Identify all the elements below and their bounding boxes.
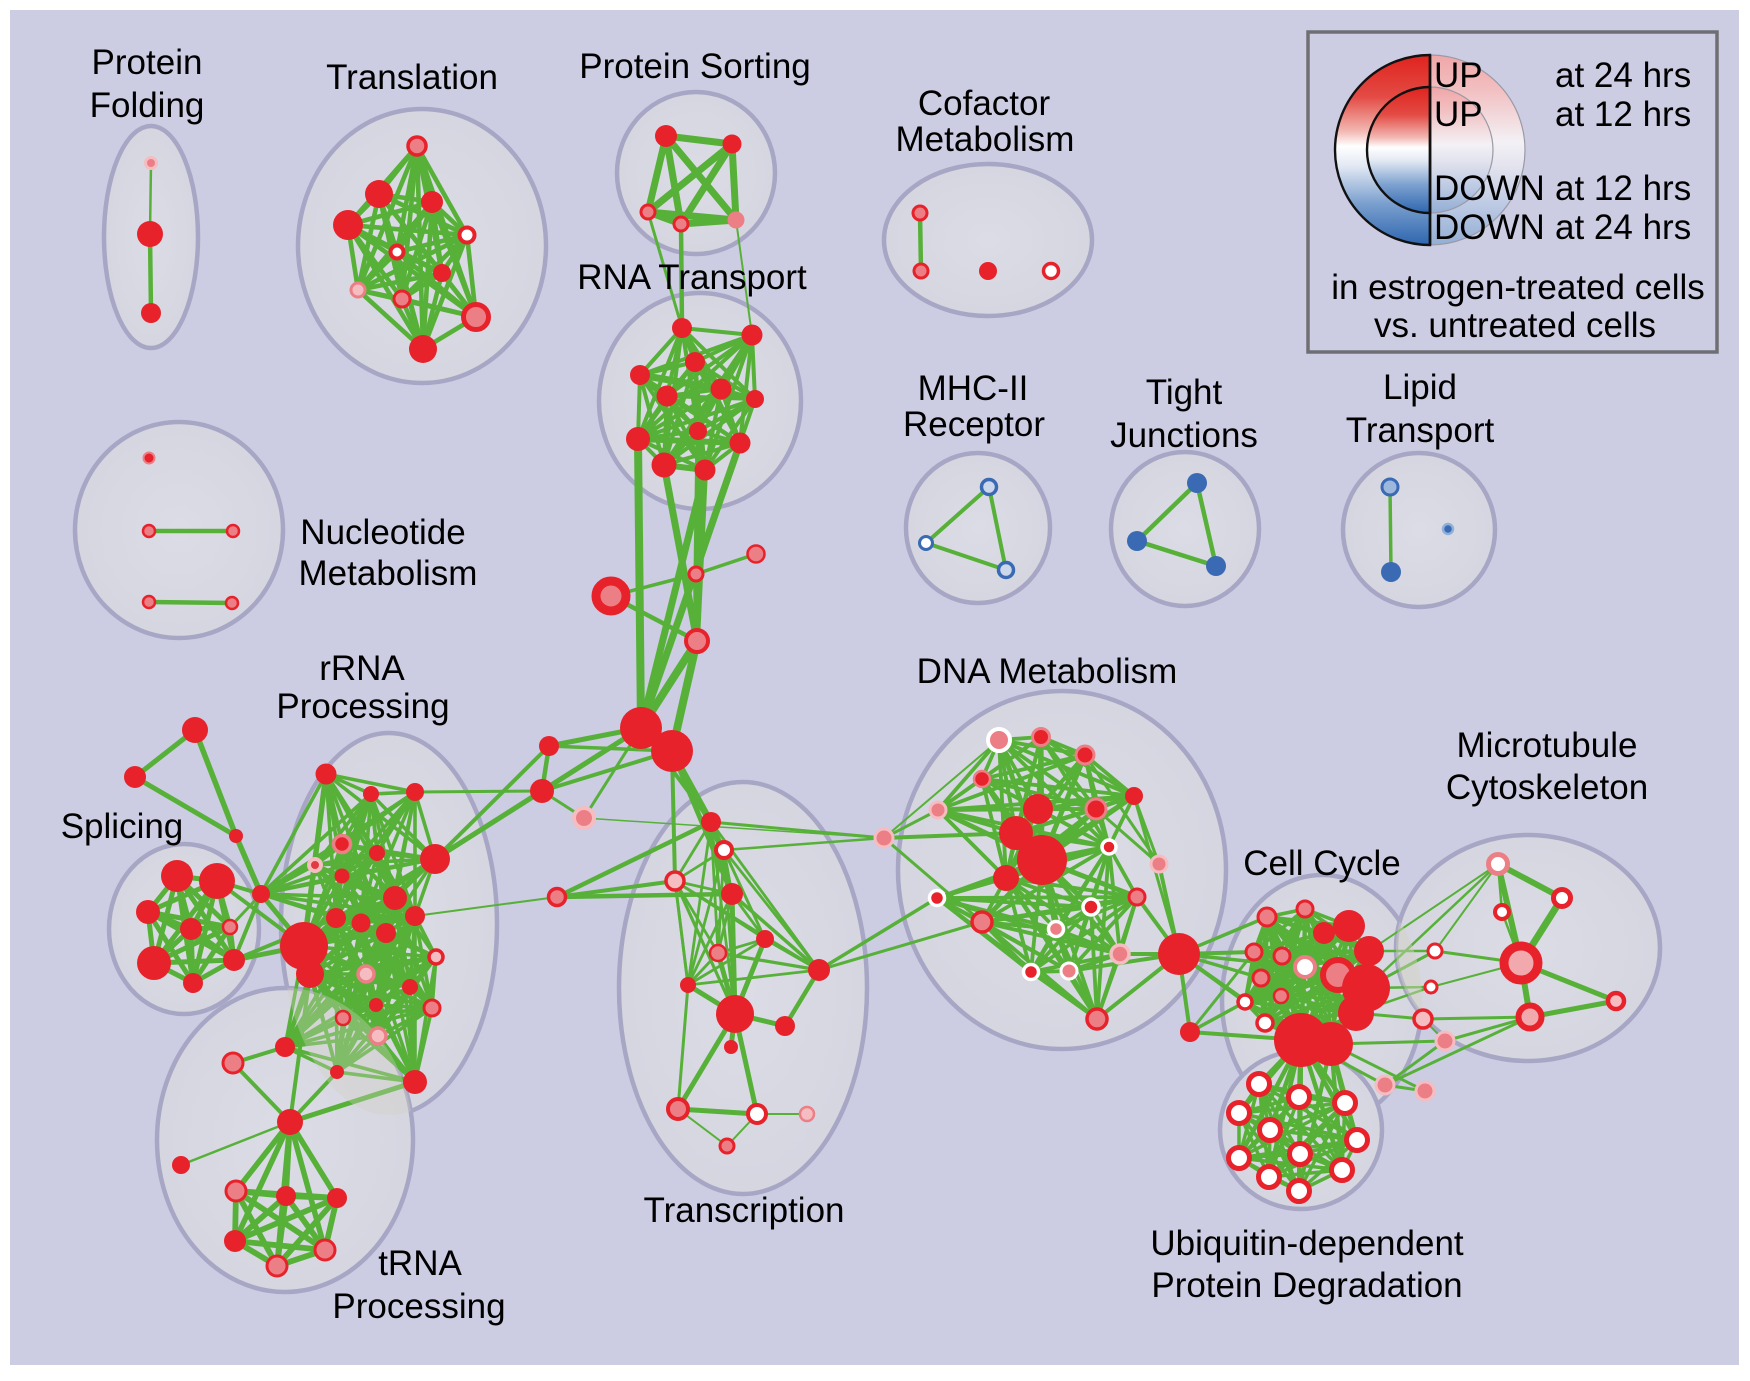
svg-text:DOWN: DOWN (1434, 169, 1545, 208)
svg-text:UP: UP (1434, 95, 1483, 134)
svg-text:DNA Metabolism: DNA Metabolism (917, 652, 1178, 691)
svg-text:Transport: Transport (1346, 411, 1495, 450)
svg-text:DOWN: DOWN (1434, 208, 1545, 247)
svg-text:MHC-II: MHC-II (918, 369, 1029, 408)
svg-text:Ubiquitin-dependent: Ubiquitin-dependent (1150, 1224, 1464, 1263)
svg-text:Metabolism: Metabolism (896, 120, 1075, 159)
svg-text:Junctions: Junctions (1110, 416, 1258, 455)
svg-text:in estrogen-treated cells: in estrogen-treated cells (1331, 268, 1705, 307)
svg-text:Tight: Tight (1146, 373, 1223, 412)
svg-text:Protein: Protein (92, 43, 203, 82)
svg-text:Processing: Processing (332, 1287, 505, 1326)
svg-text:Protein Degradation: Protein Degradation (1151, 1266, 1462, 1305)
svg-text:Microtubule: Microtubule (1457, 726, 1638, 765)
svg-text:UP: UP (1434, 56, 1483, 95)
svg-text:Cofactor: Cofactor (918, 84, 1051, 123)
svg-text:at 24 hrs: at 24 hrs (1555, 208, 1691, 247)
svg-text:Processing: Processing (276, 687, 449, 726)
svg-text:at 24 hrs: at 24 hrs (1555, 56, 1691, 95)
svg-text:Transcription: Transcription (644, 1191, 845, 1230)
svg-text:RNA Transport: RNA Transport (577, 258, 807, 297)
svg-text:Folding: Folding (90, 86, 205, 125)
svg-text:Receptor: Receptor (903, 405, 1045, 444)
svg-text:Cell Cycle: Cell Cycle (1243, 844, 1401, 883)
svg-text:rRNA: rRNA (319, 649, 405, 688)
svg-text:vs. untreated cells: vs. untreated cells (1374, 306, 1656, 345)
svg-text:Cytoskeleton: Cytoskeleton (1446, 768, 1648, 807)
svg-text:Translation: Translation (326, 58, 498, 97)
svg-text:at 12 hrs: at 12 hrs (1555, 95, 1691, 134)
svg-text:Splicing: Splicing (61, 807, 184, 846)
svg-text:Metabolism: Metabolism (299, 554, 478, 593)
svg-text:Nucleotide: Nucleotide (300, 513, 465, 552)
svg-text:at 12 hrs: at 12 hrs (1555, 169, 1691, 208)
svg-text:Lipid: Lipid (1383, 368, 1457, 407)
svg-text:Protein Sorting: Protein Sorting (579, 47, 811, 86)
svg-text:tRNA: tRNA (378, 1244, 462, 1283)
